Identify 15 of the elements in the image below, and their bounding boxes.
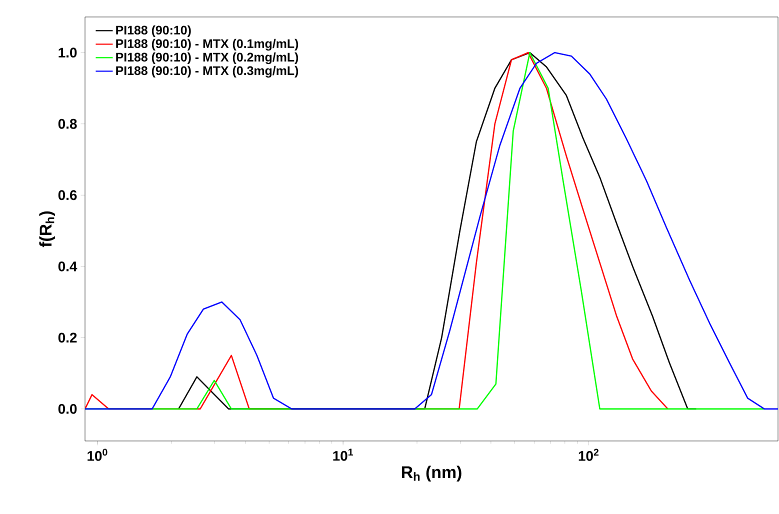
y-axis-title: f(R$_{h}$) — [39, 211, 56, 248]
y-tick-label: 0.0 — [58, 404, 77, 414]
y-tick-label: 0.2 — [58, 332, 77, 343]
y-tick-label: 0.6 — [58, 190, 77, 200]
legend-label: PI188 (90:10) - MTX (0.2mg/mL) — [116, 52, 298, 64]
y-tick-label: 0.8 — [58, 118, 77, 129]
x-tick-label: 10$^{2}$ — [578, 448, 599, 461]
y-tick-label: 1.0 — [58, 48, 77, 58]
y-tick-label: 0.4 — [58, 261, 78, 272]
x-axis-title: R$_{h}$ (nm) — [402, 466, 462, 482]
legend-label: PI188 (90:10) - MTX (0.3mg/mL) — [116, 66, 298, 78]
x-tick-label: 10$^{1}$ — [333, 448, 354, 461]
legend-label: PI188 (90:10) — [116, 25, 191, 38]
legend-label: PI188 (90:10) - MTX (0.1mg/mL) — [116, 38, 298, 51]
x-tick-label: 10$^{0}$ — [88, 448, 108, 461]
